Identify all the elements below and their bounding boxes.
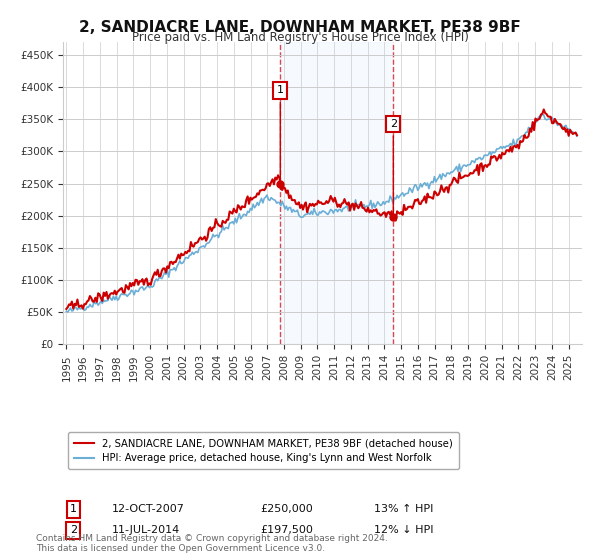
- Text: 12-OCT-2007: 12-OCT-2007: [112, 504, 185, 514]
- Text: 11-JUL-2014: 11-JUL-2014: [112, 525, 181, 535]
- Legend: 2, SANDIACRE LANE, DOWNHAM MARKET, PE38 9BF (detached house), HPI: Average price: 2, SANDIACRE LANE, DOWNHAM MARKET, PE38 …: [68, 432, 459, 469]
- Text: 1: 1: [277, 85, 284, 181]
- Text: 2, SANDIACRE LANE, DOWNHAM MARKET, PE38 9BF: 2, SANDIACRE LANE, DOWNHAM MARKET, PE38 …: [79, 20, 521, 35]
- Text: 2: 2: [390, 119, 397, 214]
- Text: £197,500: £197,500: [260, 525, 313, 535]
- Text: £250,000: £250,000: [260, 504, 313, 514]
- Bar: [280, 42, 394, 344]
- Text: 1: 1: [70, 504, 77, 514]
- Text: 2: 2: [70, 525, 77, 535]
- Text: 13% ↑ HPI: 13% ↑ HPI: [374, 504, 434, 514]
- Text: 12% ↓ HPI: 12% ↓ HPI: [374, 525, 434, 535]
- Text: Contains HM Land Registry data © Crown copyright and database right 2024.
This d: Contains HM Land Registry data © Crown c…: [36, 534, 388, 553]
- Text: Price paid vs. HM Land Registry's House Price Index (HPI): Price paid vs. HM Land Registry's House …: [131, 31, 469, 44]
